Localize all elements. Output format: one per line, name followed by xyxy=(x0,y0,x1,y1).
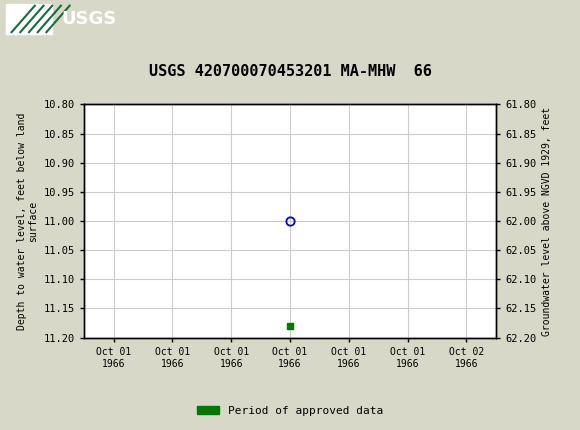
Text: USGS: USGS xyxy=(61,10,116,28)
Y-axis label: Groundwater level above NGVD 1929, feet: Groundwater level above NGVD 1929, feet xyxy=(542,107,552,335)
Legend: Period of approved data: Period of approved data xyxy=(193,401,387,420)
Y-axis label: Depth to water level, feet below land
surface: Depth to water level, feet below land su… xyxy=(17,112,38,330)
Text: USGS 420700070453201 MA-MHW  66: USGS 420700070453201 MA-MHW 66 xyxy=(148,64,432,79)
FancyBboxPatch shape xyxy=(6,4,52,34)
